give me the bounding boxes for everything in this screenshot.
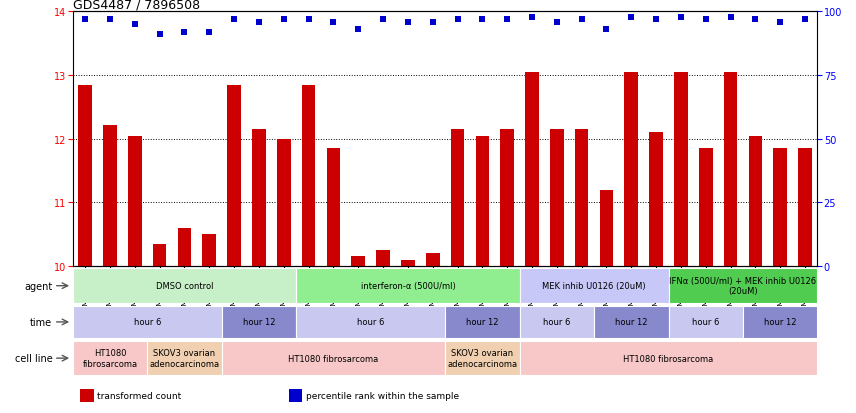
Bar — [178, 228, 191, 266]
Text: cell line: cell line — [15, 353, 52, 363]
Text: SKOV3 ovarian
adenocarcinoma: SKOV3 ovarian adenocarcinoma — [448, 349, 517, 368]
Bar — [520, 269, 669, 303]
Bar — [600, 190, 613, 266]
Bar — [445, 341, 520, 375]
Bar — [650, 133, 663, 266]
Text: interferon-α (500U/ml): interferon-α (500U/ml) — [360, 282, 455, 290]
Text: hour 12: hour 12 — [467, 318, 498, 327]
Bar — [625, 73, 638, 266]
Bar — [520, 341, 817, 375]
Text: HT1080 fibrosarcoma: HT1080 fibrosarcoma — [288, 354, 378, 363]
Text: time: time — [30, 317, 52, 327]
Bar — [520, 306, 594, 338]
Text: hour 12: hour 12 — [615, 318, 647, 327]
Text: DMSO control: DMSO control — [156, 282, 213, 290]
Bar — [669, 306, 743, 338]
Text: GDS4487 / 7896508: GDS4487 / 7896508 — [73, 0, 200, 11]
Bar — [799, 149, 811, 266]
Bar — [451, 130, 464, 266]
Bar — [128, 136, 141, 266]
Bar — [675, 73, 687, 266]
Bar — [724, 73, 737, 266]
Bar — [296, 306, 445, 338]
Bar — [73, 306, 222, 338]
Text: percentile rank within the sample: percentile rank within the sample — [306, 391, 459, 400]
Bar — [352, 257, 365, 266]
Bar — [327, 149, 340, 266]
Text: HT1080 fibrosarcoma: HT1080 fibrosarcoma — [623, 354, 714, 363]
Bar — [669, 269, 817, 303]
Bar — [699, 149, 712, 266]
Bar — [80, 389, 93, 402]
Bar — [288, 389, 302, 402]
Bar — [445, 306, 520, 338]
Bar — [550, 130, 563, 266]
Text: transformed count: transformed count — [98, 391, 181, 400]
Bar — [749, 136, 762, 266]
Bar — [426, 254, 439, 266]
Text: IFNα (500U/ml) + MEK inhib U0126
(20uM): IFNα (500U/ml) + MEK inhib U0126 (20uM) — [669, 276, 817, 296]
Bar — [377, 251, 389, 266]
Bar — [228, 85, 241, 266]
Text: hour 6: hour 6 — [134, 318, 161, 327]
Bar — [153, 244, 166, 266]
Bar — [79, 85, 92, 266]
Text: hour 12: hour 12 — [243, 318, 275, 327]
Bar — [222, 306, 296, 338]
Text: MEK inhib U0126 (20uM): MEK inhib U0126 (20uM) — [542, 282, 646, 290]
Bar — [222, 341, 445, 375]
Bar — [501, 130, 514, 266]
Bar — [296, 269, 520, 303]
Bar — [203, 235, 216, 266]
Bar — [147, 341, 222, 375]
Text: agent: agent — [24, 281, 52, 291]
Text: hour 6: hour 6 — [544, 318, 570, 327]
Bar — [73, 341, 147, 375]
Bar — [774, 149, 787, 266]
Text: hour 6: hour 6 — [693, 318, 719, 327]
Bar — [401, 260, 414, 266]
Text: HT1080
fibrosarcoma: HT1080 fibrosarcoma — [82, 349, 138, 368]
Bar — [277, 140, 290, 266]
Bar — [476, 136, 489, 266]
Text: hour 12: hour 12 — [764, 318, 796, 327]
Bar — [575, 130, 588, 266]
Bar — [743, 306, 817, 338]
Bar — [594, 306, 669, 338]
Bar — [526, 73, 538, 266]
Bar — [73, 269, 296, 303]
Bar — [253, 130, 265, 266]
Text: SKOV3 ovarian
adenocarcinoma: SKOV3 ovarian adenocarcinoma — [150, 349, 219, 368]
Bar — [302, 85, 315, 266]
Bar — [104, 126, 116, 266]
Text: hour 6: hour 6 — [357, 318, 384, 327]
